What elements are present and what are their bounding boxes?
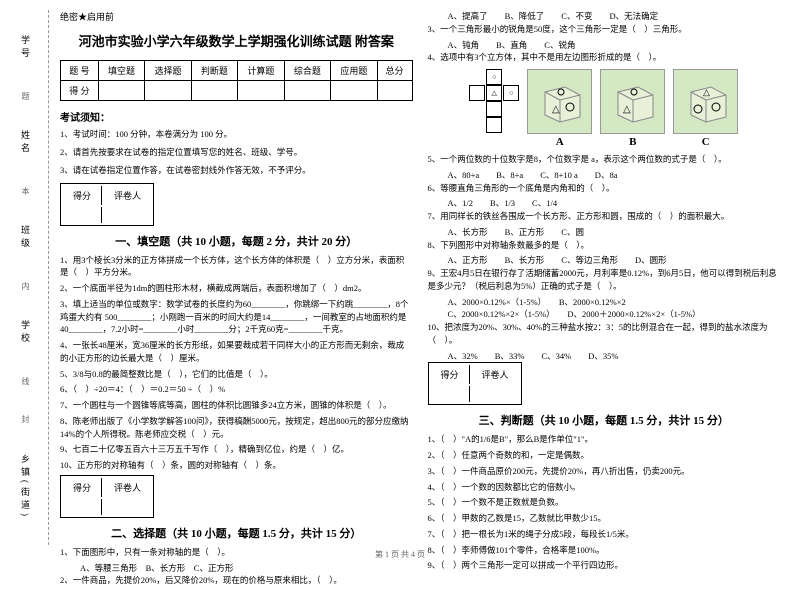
q2-8: 8、下列图形中对称轴条数最多的是（ ）。 [428,239,781,252]
q1-5: 5、3/8与0.8的最简整数比是（ ），它们的比值是（ ）。 [60,368,413,381]
q2-10-opts: A、32% B、33% C、34% D、35% [428,350,781,363]
q1-3: 3、填上适当的单位或数字：数学试卷的长度约为60________，你跳绑一下约跳… [60,298,413,336]
q1-9: 9、七百二十亿零五百六十三万五千写作（ ），精确到亿位，约是（ ）亿。 [60,443,413,456]
page-footer: 第 1 页 共 4 页 [0,549,800,560]
side-label-3: 班级 [19,225,32,251]
score-header-7: 总分 [377,61,412,81]
score-header-5: 综合题 [284,61,330,81]
confidential-label: 绝密★启用前 [60,10,413,23]
q2-9a: A、2000×0.12%×（1-5%） B、2000×0.12%×2 [428,296,781,309]
q3-9: 9、（ ）两个三角形一定可以拼成一个平行四边形。 [428,559,781,572]
score-row2: 得 分 [61,81,99,101]
right-column: A、提高了 B、降低了 C、不变 D、无法确定 3、一个三角形最小的锐角是50度… [428,10,781,590]
score-box-3: 得分 评卷人 [428,362,522,405]
cube-a-label: A [527,136,592,148]
cube-b: △ [600,69,665,134]
q1-8: 8、陈老师出版了《小学数学解答100问》，获得稿酬5000元，按规定，超出800… [60,415,413,441]
side-label-2: 姓名 [19,130,32,156]
q2-6-opts: A、1/2 B、1/3 C、1/4 [428,197,781,210]
q2-9: 9、王宏4月5日在银行存了活期储蓄2000元，月利率是0.12%，到6月5日，他… [428,267,781,293]
q1-6: 6、（ ）÷20＝4：（ ）＝0.2＝50 ÷（ ）% [60,383,413,396]
side-label-4: 学校 [19,320,32,346]
inner-label-3: 内 [20,282,31,290]
q2-4: 4、选项中有3个立方体，其中不是用左边图形折成的是（ ）。 [428,51,781,64]
q2-7-opts: A、长方形 B、正方形 C、圆 [428,226,781,239]
inner-label-4: 线 [20,377,31,385]
q3-5: 5、（ ）一个数不是正数就是负数。 [428,496,781,509]
q1-4: 4、一张长48厘米，宽36厘米的长方形纸，如果要裁成若干同样大小的正方形而无剩余… [60,339,413,365]
q3-1: 1、（ ）"A的1/6是B"，那么B是作单位"1"。 [428,433,781,446]
q1-10: 10、正方形的对称轴有（ ）条，圆的对称轴有（ ）条。 [60,459,413,472]
q2-9b: C、2000×0.12%×2×（1-5%） D、2000＋2000×0.12%×… [428,308,781,321]
cube-c-label: C [673,136,738,148]
q2-3: 3、一个三角形最小的锐角是50度，这个三角形一定是（ ）三角形。 [428,23,781,36]
q2-6: 6、等腰直角三角形的一个底角是内角和的（ ）。 [428,182,781,195]
score-header-2: 选择题 [145,61,191,81]
q2-3-opts: A、钝角 B、直角 C、锐角 [428,39,781,52]
q3-3: 3、（ ）一件商品原价200元，先提价20%，再八折出售，仍卖200元。 [428,465,781,478]
q2-8-opts: A、正方形 B、长方形 C、等边三角形 D、圆形 [428,254,781,267]
q3-7: 7、（ ）把一根长为1米的绳子分成5段，每段长1/5米。 [428,528,781,541]
cube-b-label: B [600,136,665,148]
cube-a: △ [527,69,592,134]
score-header-0: 题 号 [61,61,99,81]
svg-text:△: △ [703,87,710,97]
q1-7: 7、一个圆柱与一个圆锥等底等高，圆柱的体积比圆锥多24立方米，圆锥的体积是（ ）… [60,399,413,412]
section-2-title: 二、选择题（共 10 小题，每题 1.5 分，共计 15 分） [60,525,413,541]
inner-label-2: 本 [20,187,31,195]
score-header-3: 判断题 [191,61,237,81]
left-column: 绝密★启用前 河池市实验小学六年级数学上学期强化训练试题 附答案 题 号 填空题… [60,10,413,590]
q2-5-opts: A、80+a B、8+a C、8+10 a D、8a [428,169,781,182]
score-header-1: 填空题 [98,61,144,81]
q3-6: 6、（ ）甲数的乙数是15，乙数就比甲数少15。 [428,512,781,525]
notice-1: 1、考试时间：100 分钟，本卷满分为 100 分。 [60,129,413,141]
q1-2: 2、一个底面半径为1dm的圆柱形木材，横截成两端后，表面积增加了（ ）dm2。 [60,282,413,295]
notice-3: 3、请在试卷指定位置作答，在试卷密封线外作答无效，不予评分。 [60,165,413,177]
cube-net: ○ △ ○ [469,69,519,134]
q2-10: 10、把浓度为20%、30%、40%的三种盐水按2：3：5的比例混合在一起，得到… [428,321,781,347]
section-1-title: 一、填空题（共 10 小题，每题 2 分，共计 20 分） [60,233,413,249]
q2-2-opts: A、提高了 B、降低了 C、不变 D、无法确定 [428,10,781,23]
q2-1-opts: A、等腰三角形 B、长方形 C、正方形 [60,562,413,575]
score-box-2: 得分 评卷人 [60,475,154,518]
q3-2: 2、（ ）任意两个奇数的和，一定是偶数。 [428,449,781,462]
score-table: 题 号 填空题 选择题 判断题 计算题 综合题 应用题 总分 得 分 [60,60,413,101]
notice-2: 2、请首先按要求在试卷的指定位置填写您的姓名、班级、学号。 [60,147,413,159]
q2-7: 7、用同样长的铁丝各围成一个长方形、正方形和圆，围成的（ ）的面积最大。 [428,210,781,223]
q2-5: 5、一个两位数的十位数字是8，个位数字是 a，表示这个两位数的式子是（ ）。 [428,153,781,166]
score-header-6: 应用题 [331,61,377,81]
side-label-5: 乡镇(街道) [19,454,32,520]
q2-2: 2、一件商品，先提价20%，后又降价20%，现在的价格与原来相比，（ ）。 [60,574,413,587]
section-3-title: 三、判断题（共 10 小题，每题 1.5 分，共计 15 分） [428,412,781,428]
exam-title: 河池市实验小学六年级数学上学期强化训练试题 附答案 [60,31,413,50]
side-label-1: 学号 [19,35,32,61]
q3-4: 4、（ ）一个数的因数都比它的倍数小。 [428,481,781,494]
inner-label-5: 封 [20,415,31,423]
inner-label-1: 题 [20,92,31,100]
svg-text:△: △ [623,104,631,115]
notice-title: 考试须知： [60,109,413,124]
score-box-1: 得分 评卷人 [60,183,154,226]
q1-1: 1、用3个棱长3分米的正方体拼成一个长方体，这个长方体的体积是（ ）立方分米，表… [60,254,413,280]
svg-text:△: △ [552,104,560,115]
cube-diagram: ○ △ ○ △ A △ B △ C [428,69,781,148]
cube-c: △ [673,69,738,134]
score-header-4: 计算题 [238,61,284,81]
